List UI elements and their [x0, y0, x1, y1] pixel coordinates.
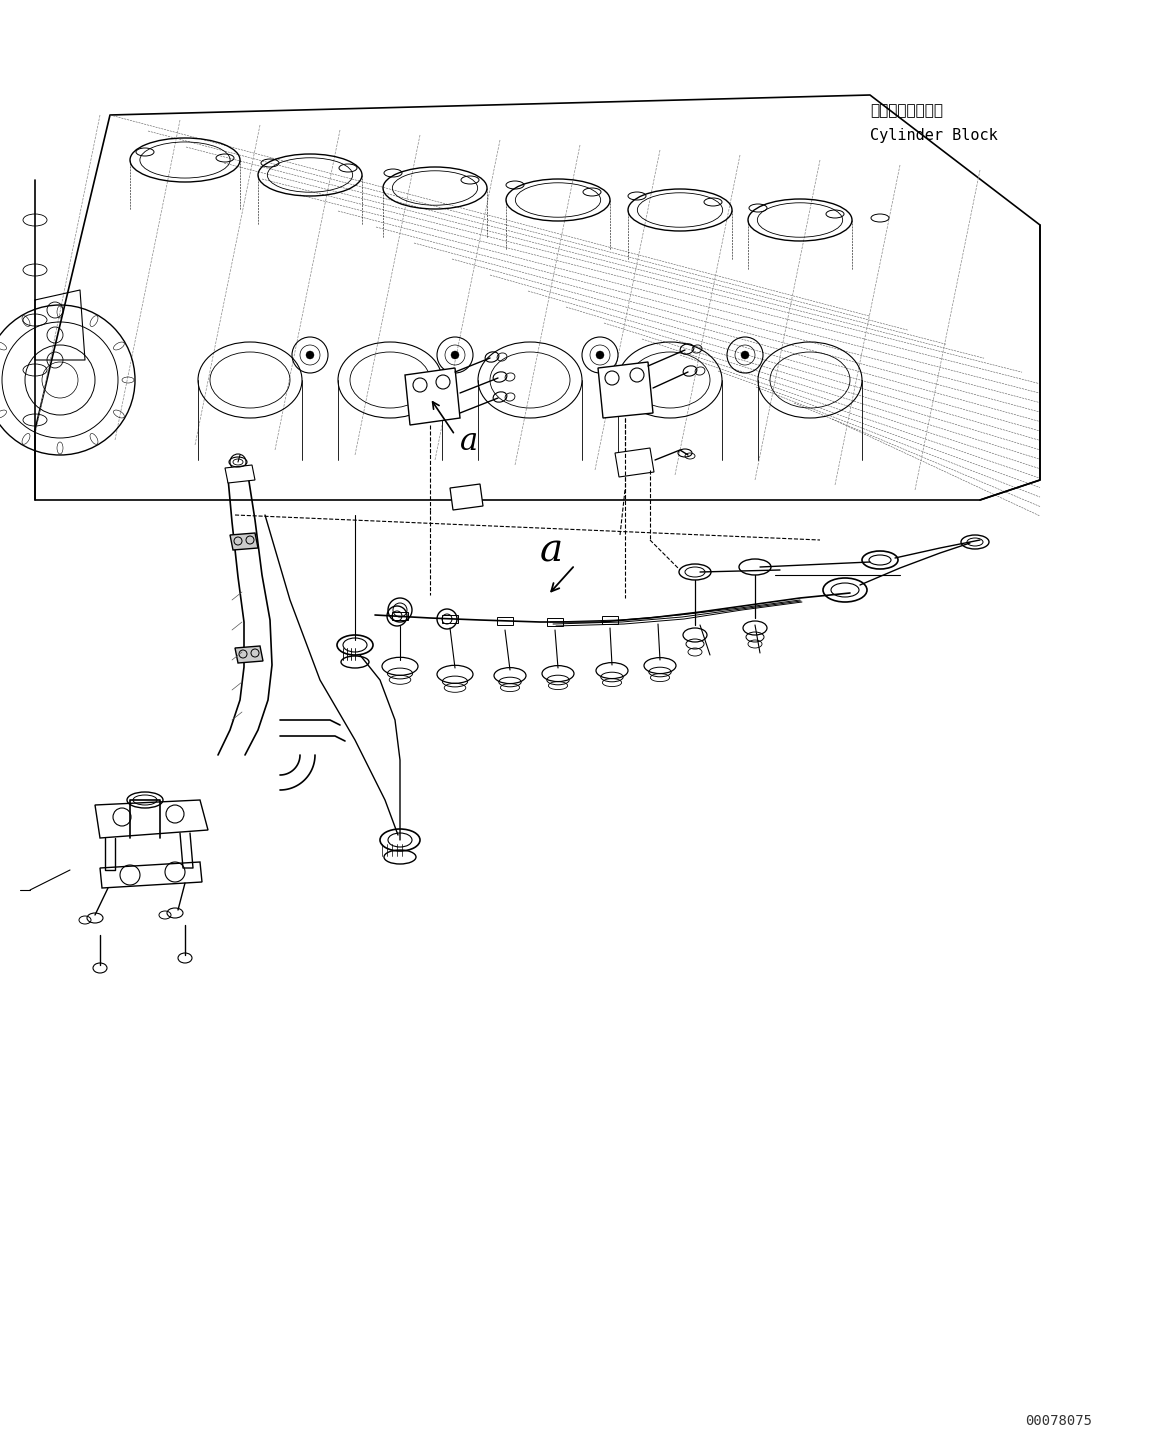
Polygon shape	[405, 368, 461, 425]
Text: シリンダブロック: シリンダブロック	[870, 103, 943, 118]
Polygon shape	[230, 533, 258, 550]
Polygon shape	[224, 465, 255, 482]
Polygon shape	[615, 448, 654, 477]
Text: 00078075: 00078075	[1025, 1414, 1092, 1428]
Text: Cylinder Block: Cylinder Block	[870, 129, 998, 143]
Circle shape	[595, 351, 604, 360]
Circle shape	[741, 351, 749, 360]
Polygon shape	[598, 362, 652, 417]
Polygon shape	[235, 645, 263, 663]
Text: a: a	[540, 533, 563, 570]
Polygon shape	[95, 800, 208, 838]
Circle shape	[306, 351, 314, 360]
Text: a: a	[461, 426, 478, 456]
Polygon shape	[450, 484, 483, 510]
Circle shape	[451, 351, 459, 360]
